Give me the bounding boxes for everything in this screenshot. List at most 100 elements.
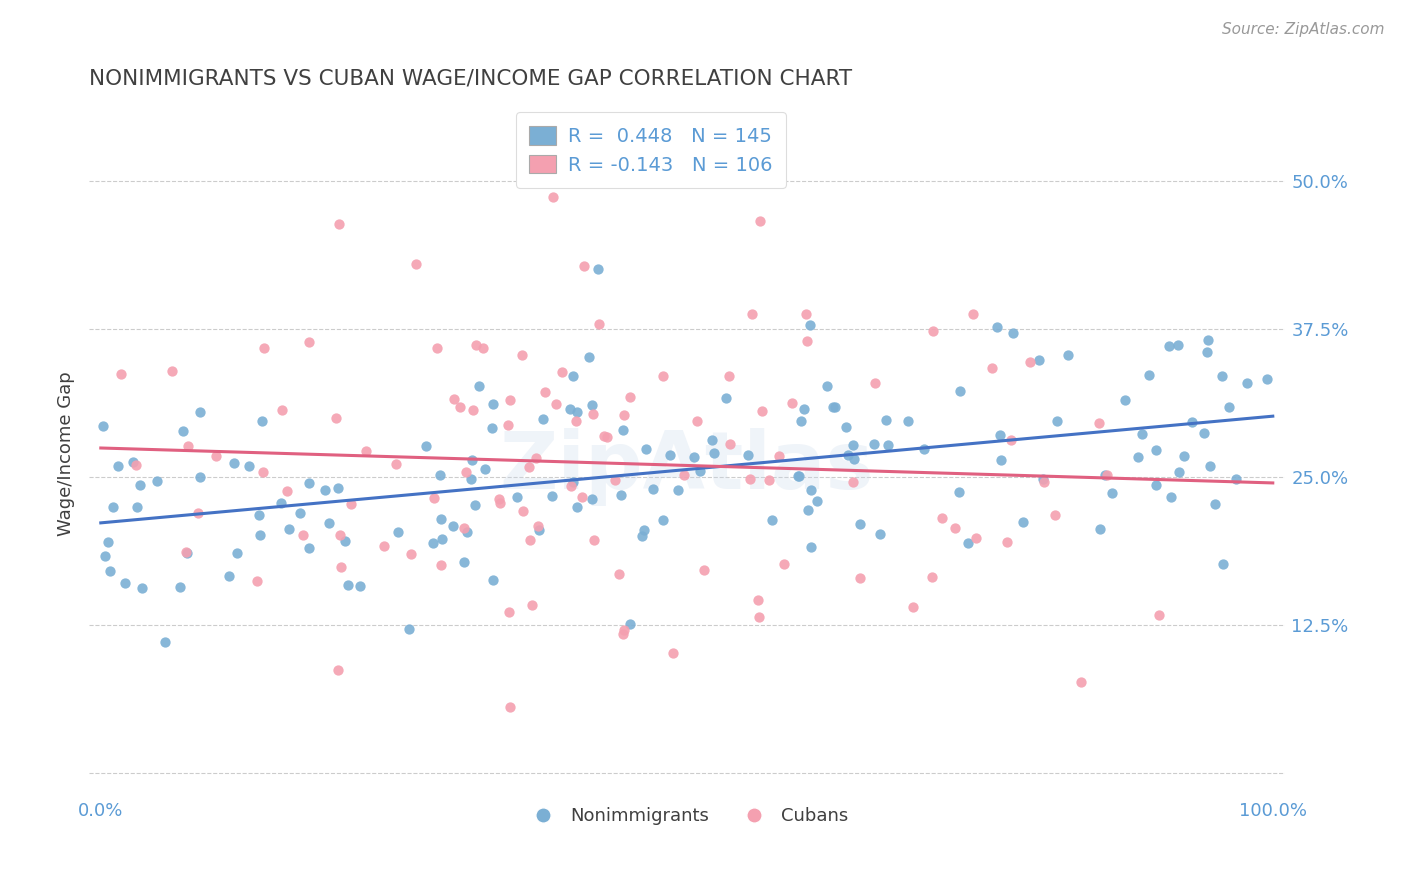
Point [1199, 458, 1222, 473]
Point [326, 482, 349, 496]
Point [155, 635, 177, 649]
Point [582, 407, 605, 421]
Point [567, 405, 589, 419]
Point [758, 474, 780, 488]
Point [226, 546, 249, 560]
Point [541, 489, 564, 503]
Point [842, 438, 865, 452]
Point [97, 534, 120, 549]
Point [349, 578, 371, 592]
Point [188, 405, 211, 419]
Text: ZipAtlas: ZipAtlas [499, 428, 875, 506]
Y-axis label: Wage/Income Gap: Wage/Income Gap [58, 371, 75, 535]
Point [948, 484, 970, 499]
Point [218, 568, 240, 582]
Point [741, 307, 763, 321]
Point [510, 348, 533, 362]
Point [325, 411, 347, 425]
Point [875, 413, 897, 427]
Point [456, 525, 478, 540]
Point [613, 409, 636, 423]
Point [1212, 557, 1234, 571]
Point [790, 414, 813, 428]
Point [962, 307, 984, 321]
Point [1147, 607, 1170, 622]
Point [101, 500, 124, 515]
Point [318, 516, 340, 530]
Point [172, 424, 194, 438]
Point [498, 605, 520, 619]
Point [129, 478, 152, 492]
Point [373, 539, 395, 553]
Point [387, 524, 409, 539]
Point [835, 419, 858, 434]
Point [506, 490, 529, 504]
Point [298, 541, 321, 555]
Point [330, 560, 353, 574]
Point [512, 503, 534, 517]
Point [787, 469, 810, 483]
Text: Source: ZipAtlas.com: Source: ZipAtlas.com [1222, 22, 1385, 37]
Point [450, 400, 472, 414]
Point [842, 475, 865, 490]
Point [270, 496, 292, 510]
Point [460, 472, 482, 486]
Point [398, 622, 420, 636]
Point [1019, 354, 1042, 368]
Point [278, 522, 301, 536]
Point [588, 317, 610, 331]
Point [773, 558, 796, 572]
Point [787, 469, 810, 483]
Point [1028, 353, 1050, 368]
Point [633, 523, 655, 537]
Point [441, 519, 464, 533]
Point [464, 498, 486, 512]
Point [276, 483, 298, 498]
Point [613, 624, 636, 638]
Point [1167, 338, 1189, 352]
Point [188, 470, 211, 484]
Point [815, 379, 838, 393]
Point [768, 449, 790, 463]
Point [560, 479, 582, 493]
Point [1144, 442, 1167, 457]
Point [1128, 450, 1150, 464]
Point [582, 533, 605, 548]
Point [205, 449, 228, 463]
Point [271, 403, 294, 417]
Point [595, 430, 617, 444]
Point [800, 540, 823, 554]
Point [796, 334, 818, 349]
Point [780, 395, 803, 409]
Point [1211, 368, 1233, 383]
Point [990, 452, 1012, 467]
Point [693, 563, 716, 577]
Point [605, 473, 627, 487]
Point [187, 506, 209, 520]
Point [849, 516, 872, 531]
Point [461, 402, 484, 417]
Point [844, 451, 866, 466]
Point [718, 437, 741, 451]
Point [453, 521, 475, 535]
Point [252, 465, 274, 479]
Point [461, 453, 484, 467]
Point [619, 390, 641, 404]
Point [662, 646, 685, 660]
Point [298, 334, 321, 349]
Point [1167, 466, 1189, 480]
Point [793, 402, 815, 417]
Point [238, 459, 260, 474]
Point [849, 571, 872, 585]
Point [288, 506, 311, 520]
Point [107, 458, 129, 473]
Point [354, 444, 377, 458]
Point [125, 458, 148, 472]
Point [422, 536, 444, 550]
Point [981, 361, 1004, 376]
Point [524, 450, 547, 465]
Point [520, 598, 543, 612]
Point [1101, 486, 1123, 500]
Point [122, 455, 145, 469]
Point [901, 600, 924, 615]
